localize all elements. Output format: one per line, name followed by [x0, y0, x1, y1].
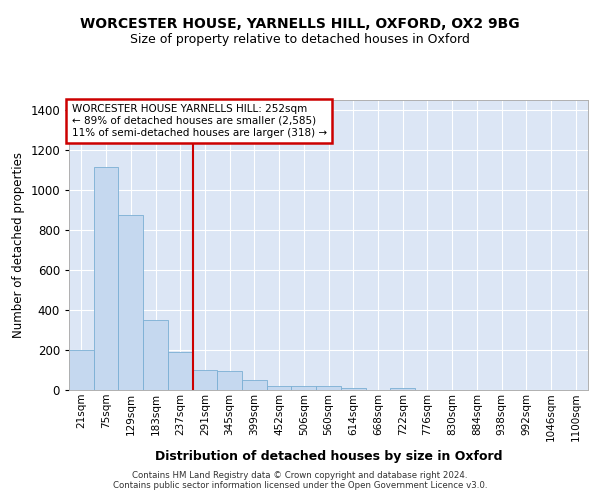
- Text: WORCESTER HOUSE, YARNELLS HILL, OXFORD, OX2 9BG: WORCESTER HOUSE, YARNELLS HILL, OXFORD, …: [80, 18, 520, 32]
- Bar: [242, 380, 267, 390]
- Bar: [316, 386, 341, 390]
- Bar: [341, 388, 365, 390]
- Y-axis label: Number of detached properties: Number of detached properties: [11, 152, 25, 338]
- Bar: [118, 215, 143, 390]
- Text: Size of property relative to detached houses in Oxford: Size of property relative to detached ho…: [130, 32, 470, 46]
- Bar: [94, 166, 118, 390]
- Bar: [217, 370, 242, 390]
- X-axis label: Distribution of detached houses by size in Oxford: Distribution of detached houses by size …: [155, 450, 502, 462]
- Bar: [143, 320, 168, 390]
- Text: WORCESTER HOUSE YARNELLS HILL: 252sqm
← 89% of detached houses are smaller (2,58: WORCESTER HOUSE YARNELLS HILL: 252sqm ← …: [71, 104, 327, 138]
- Text: Contains HM Land Registry data © Crown copyright and database right 2024.
Contai: Contains HM Land Registry data © Crown c…: [113, 470, 487, 490]
- Bar: [390, 388, 415, 390]
- Bar: [69, 350, 94, 390]
- Bar: [292, 386, 316, 390]
- Bar: [267, 386, 292, 390]
- Bar: [168, 352, 193, 390]
- Bar: [193, 370, 217, 390]
